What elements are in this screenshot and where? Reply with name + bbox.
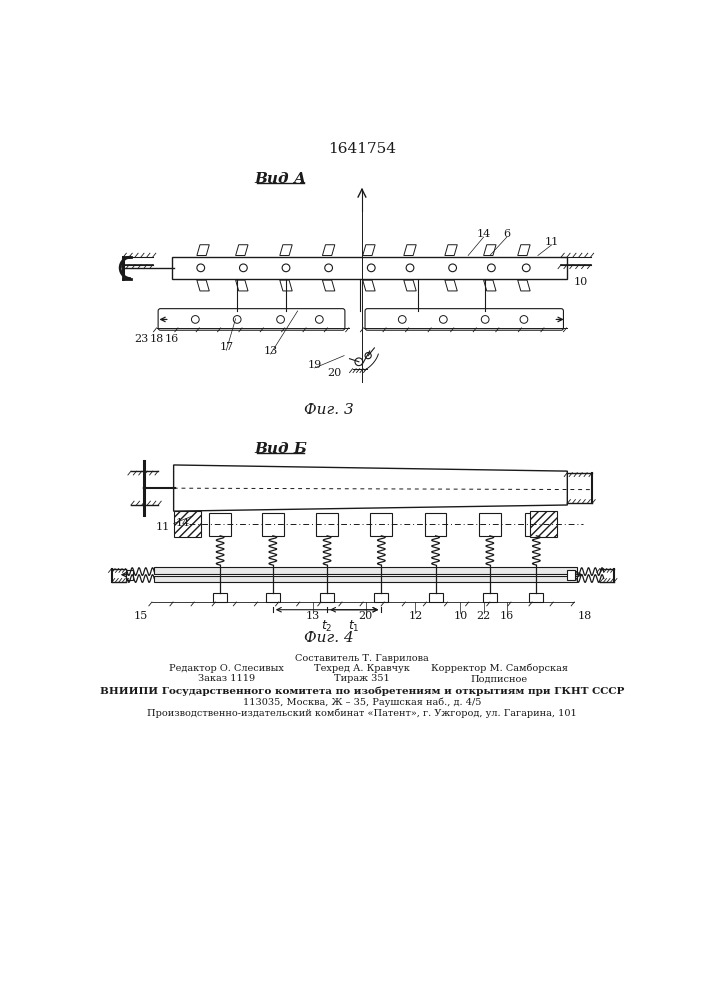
- Text: $t_1$: $t_1$: [349, 619, 360, 634]
- Text: $t_2$: $t_2$: [321, 619, 333, 634]
- Bar: [172, 257, 567, 279]
- Text: 12: 12: [409, 611, 423, 621]
- Text: 17: 17: [219, 342, 233, 352]
- Bar: [479, 513, 501, 536]
- Text: Фиг. 4: Фиг. 4: [304, 631, 354, 645]
- Text: Редактор О. Слесивых: Редактор О. Слесивых: [169, 664, 284, 673]
- Text: Вид А: Вид А: [255, 172, 307, 186]
- Polygon shape: [484, 280, 496, 291]
- Polygon shape: [322, 245, 335, 256]
- Text: 11: 11: [544, 237, 559, 247]
- Text: Корректор М. Самборская: Корректор М. Самборская: [431, 664, 568, 673]
- Text: 16: 16: [500, 611, 514, 621]
- FancyBboxPatch shape: [365, 309, 563, 330]
- Text: Техред А. Кравчук: Техред А. Кравчук: [314, 664, 410, 673]
- Text: 23: 23: [134, 334, 148, 344]
- Polygon shape: [363, 280, 375, 291]
- Bar: [525, 513, 547, 536]
- Text: 10: 10: [573, 277, 588, 287]
- Bar: [370, 513, 392, 536]
- Bar: [428, 593, 443, 602]
- Polygon shape: [280, 280, 292, 291]
- Text: 22: 22: [477, 611, 491, 621]
- Polygon shape: [235, 245, 248, 256]
- Text: 6: 6: [503, 229, 510, 239]
- Bar: [126, 570, 134, 580]
- Bar: [320, 593, 334, 602]
- Text: 16: 16: [165, 334, 179, 344]
- Text: Фиг. 3: Фиг. 3: [304, 403, 354, 417]
- Bar: [209, 513, 231, 536]
- Text: 18: 18: [577, 611, 592, 621]
- Polygon shape: [174, 465, 567, 511]
- Text: Тираж 351: Тираж 351: [334, 674, 390, 683]
- Polygon shape: [404, 280, 416, 291]
- FancyBboxPatch shape: [158, 309, 345, 330]
- Text: 13: 13: [306, 611, 320, 621]
- Text: 10: 10: [453, 611, 467, 621]
- Text: 14: 14: [477, 229, 491, 239]
- Bar: [374, 593, 388, 602]
- Text: Производственно-издательский комбинат «Патент», г. Ужгород, ул. Гагарина, 101: Производственно-издательский комбинат «П…: [147, 708, 577, 718]
- Polygon shape: [363, 245, 375, 256]
- Bar: [266, 593, 280, 602]
- Text: Составитель Т. Гаврилова: Составитель Т. Гаврилова: [295, 654, 429, 663]
- Polygon shape: [518, 245, 530, 256]
- Polygon shape: [235, 280, 248, 291]
- Text: 14: 14: [176, 518, 190, 528]
- Text: 13: 13: [264, 346, 278, 356]
- Text: Подписное: Подписное: [471, 674, 527, 683]
- Text: 113035, Москва, Ж – 35, Раушская наб., д. 4/5: 113035, Москва, Ж – 35, Раушская наб., д…: [243, 698, 481, 707]
- Bar: [483, 593, 497, 602]
- Text: 18: 18: [149, 334, 164, 344]
- Bar: [154, 567, 577, 574]
- Polygon shape: [518, 280, 530, 291]
- Polygon shape: [445, 280, 457, 291]
- Text: ВНИИПИ Государственного комитета по изобретениям и открытиям при ГКНТ СССР: ВНИИПИ Государственного комитета по изоб…: [100, 687, 624, 696]
- Polygon shape: [322, 280, 335, 291]
- Text: 1641754: 1641754: [328, 142, 396, 156]
- Text: 20: 20: [328, 368, 342, 378]
- Text: 15: 15: [134, 611, 148, 621]
- Polygon shape: [280, 245, 292, 256]
- Text: Вид Б: Вид Б: [254, 442, 307, 456]
- Bar: [174, 511, 201, 537]
- Text: 11: 11: [156, 522, 170, 532]
- Text: Заказ 1119: Заказ 1119: [198, 674, 255, 683]
- Text: 19: 19: [308, 360, 322, 370]
- Bar: [316, 513, 338, 536]
- Polygon shape: [484, 245, 496, 256]
- Bar: [262, 513, 284, 536]
- Bar: [154, 576, 577, 582]
- Polygon shape: [197, 280, 209, 291]
- Polygon shape: [404, 245, 416, 256]
- Polygon shape: [197, 245, 209, 256]
- Bar: [530, 511, 557, 537]
- Bar: [213, 593, 227, 602]
- Text: 20: 20: [358, 611, 373, 621]
- Polygon shape: [445, 245, 457, 256]
- Bar: [425, 513, 446, 536]
- Bar: [530, 593, 543, 602]
- Bar: [567, 570, 575, 580]
